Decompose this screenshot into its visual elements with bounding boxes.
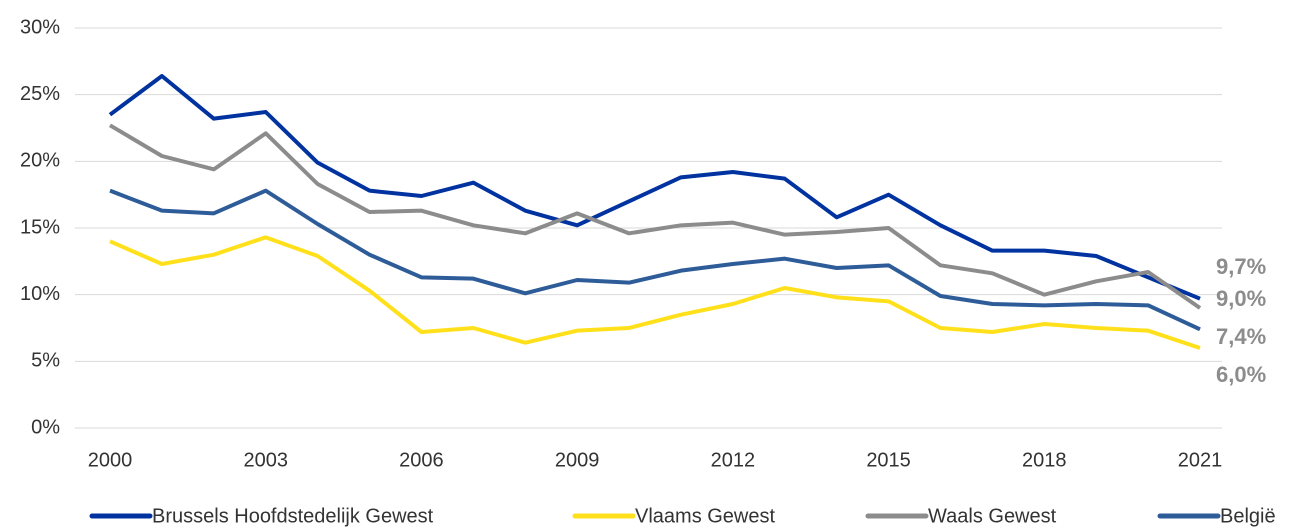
y-tick-label: 10%	[20, 283, 60, 305]
legend-label: Waals Gewest	[928, 505, 1057, 527]
legend-label: Vlaams Gewest	[635, 505, 775, 527]
y-tick-label: 5%	[31, 350, 60, 372]
y-tick-label: 20%	[20, 150, 60, 172]
x-tick-label: 2021	[1178, 449, 1223, 471]
y-tick-label: 25%	[20, 83, 60, 105]
end-label: 7,4%	[1216, 324, 1266, 349]
series-line	[109, 235, 1201, 350]
x-tick-label: 2012	[711, 449, 756, 471]
x-tick-label: 2000	[88, 449, 133, 471]
legend-label: België	[1220, 505, 1276, 527]
series-line	[108, 123, 1202, 310]
y-tick-label: 15%	[20, 216, 60, 238]
y-tick-label: 0%	[31, 416, 60, 438]
x-tick-label: 2006	[399, 449, 444, 471]
end-label: 9,7%	[1216, 254, 1266, 279]
x-tick-label: 2015	[866, 449, 911, 471]
legend-label: Brussels Hoofdstedelijk Gewest	[152, 505, 434, 527]
series-line	[108, 74, 1201, 301]
x-tick-label: 2003	[243, 449, 288, 471]
y-tick-label: 30%	[20, 16, 60, 38]
x-tick-label: 2018	[1022, 449, 1067, 471]
end-label: 9,0%	[1216, 286, 1266, 311]
end-label: 6,0%	[1216, 362, 1266, 387]
series-line	[109, 188, 1201, 332]
x-tick-label: 2009	[555, 449, 600, 471]
